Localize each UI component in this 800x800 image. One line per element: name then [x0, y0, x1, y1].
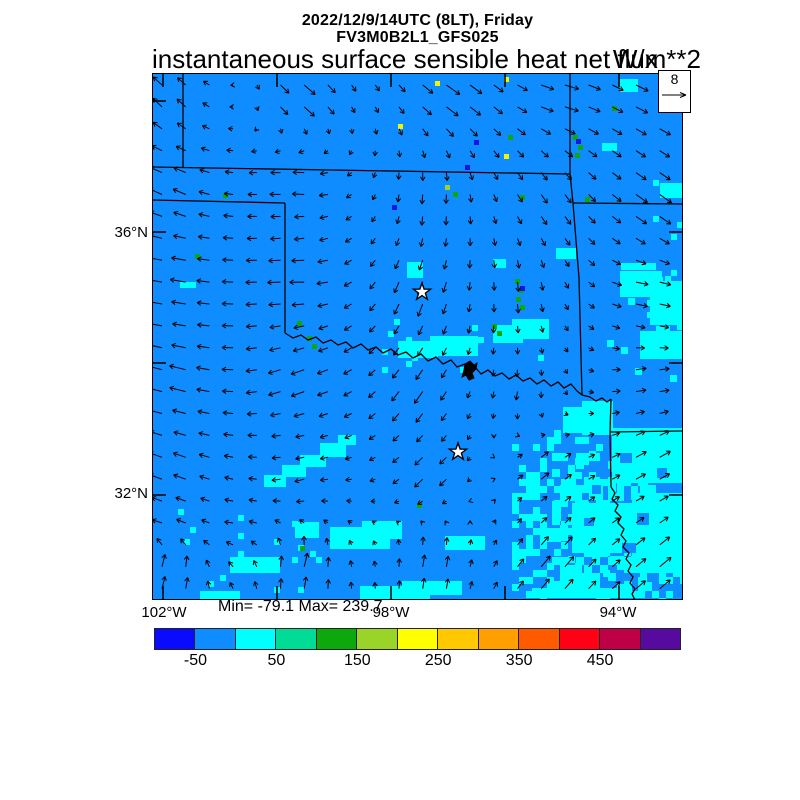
colorbar-segment — [194, 628, 236, 650]
map-plot-area — [152, 73, 683, 600]
colorbar-segment — [599, 628, 641, 650]
reference-vector-arrow-icon — [662, 92, 687, 98]
colorbar-tick-label: 350 — [505, 652, 533, 669]
colorbar — [154, 628, 682, 650]
map-canvas — [152, 73, 683, 600]
colorbar-segment — [558, 628, 601, 650]
colorbar-segment — [154, 628, 196, 650]
lat-tick-label: 32°N — [114, 485, 148, 502]
colorbar-tick-label: 150 — [343, 652, 371, 669]
colorbar-tick-label: 450 — [586, 652, 614, 669]
colorbar-segment — [437, 628, 479, 650]
lon-tick-label: 94°W — [599, 604, 637, 621]
minmax-stats-label: Min= -79.1 Max= 239.7 — [218, 598, 383, 615]
colorbar-segment — [234, 628, 277, 650]
lon-tick-label: 102°W — [141, 604, 187, 621]
plot-title: instantaneous surface sensible heat net … — [152, 44, 658, 74]
colorbar-segment — [396, 628, 439, 650]
model-title: FV3M0B2L1_GFS025 — [336, 29, 499, 46]
colorbar-segment — [518, 628, 560, 650]
lon-tick-label: 98°W — [372, 604, 410, 621]
colorbar-segment — [356, 628, 398, 650]
colorbar-tick-label: 50 — [267, 652, 286, 669]
units-label: W/m**2 — [612, 44, 701, 74]
colorbar-segment — [477, 628, 520, 650]
colorbar-tick-label: -50 — [183, 652, 208, 669]
colorbar-segment — [315, 628, 358, 650]
reference-vector-box: 8 — [658, 70, 691, 113]
datetime-title: 2022/12/9/14UTC (8LT), Friday — [301, 12, 534, 29]
lat-tick-label: 36°N — [114, 224, 148, 241]
colorbar-segment — [639, 628, 682, 650]
reference-vector-value: 8 — [670, 71, 679, 87]
colorbar-tick-label: 250 — [424, 652, 452, 669]
colorbar-segment — [275, 628, 317, 650]
